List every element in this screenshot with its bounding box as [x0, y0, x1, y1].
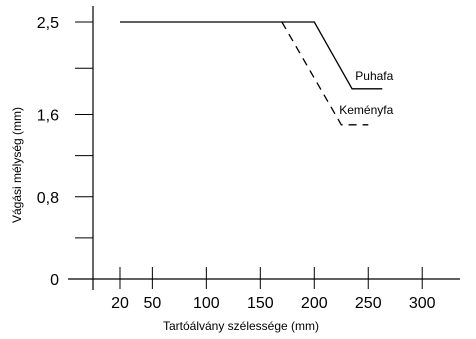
x-tick-label: 20	[111, 295, 129, 312]
chart-axes	[68, 6, 460, 290]
x-tick-label: 50	[143, 295, 161, 312]
y-ticks: 0 0,8 1,6 2,5	[37, 15, 93, 289]
y-axis-title: Vágási mélység (mm)	[10, 107, 24, 223]
y-tick-label: 0	[50, 272, 59, 289]
y-tick-label: 1,6	[37, 108, 59, 125]
x-tick-label: 200	[301, 295, 328, 312]
x-tick-label: 300	[409, 295, 436, 312]
x-tick-label: 250	[355, 295, 382, 312]
series-label-hardwood: Keményfa	[339, 103, 393, 117]
series-layer: Puhafa Keményfa	[120, 21, 394, 126]
series-line-hardwood	[281, 21, 369, 126]
series-line-softwood	[120, 21, 383, 90]
y-tick-label: 2,5	[37, 15, 59, 32]
x-tick-label: 150	[247, 295, 274, 312]
x-tick-label: 100	[193, 295, 220, 312]
series-label-softwood: Puhafa	[355, 69, 393, 83]
y-tick-label: 0,8	[37, 190, 59, 207]
x-ticks: 20 50 100 150 200 250 300	[111, 267, 436, 312]
x-axis-title: Tartóálvány szélessége (mm)	[163, 319, 319, 333]
